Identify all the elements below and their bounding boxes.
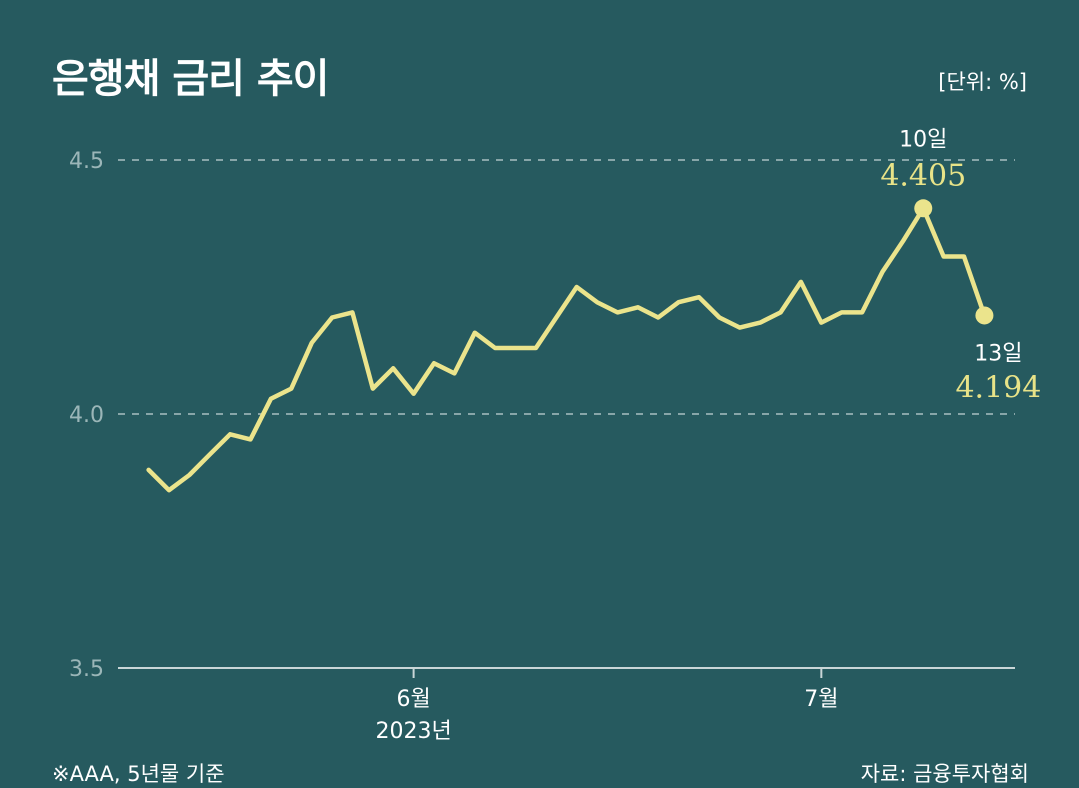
- series-line: [149, 208, 985, 490]
- x-tick-sublabel: 2023년: [375, 719, 451, 744]
- series-line-path: [149, 208, 985, 490]
- x-axis: 6월 2023년 7월: [118, 668, 1015, 744]
- annotation-value: 4.405: [880, 158, 966, 193]
- y-tick-label: 4.5: [69, 149, 104, 174]
- footnote: ※AAA, 5년물 기준: [52, 758, 225, 788]
- annotations: 10일 4.405 13일 4.194: [880, 127, 1041, 405]
- annotation-value: 4.194: [955, 370, 1041, 405]
- y-tick-label: 4.0: [69, 403, 104, 428]
- annotation-date: 10일: [899, 127, 947, 152]
- grid-lines: 4.5 4.0 3.5: [69, 149, 1015, 682]
- highlight-marker: [975, 306, 993, 324]
- x-tick-label: 7월: [804, 687, 838, 712]
- x-tick-label: 6월: [396, 687, 430, 712]
- annotation-date: 13일: [974, 341, 1022, 366]
- y-tick-label: 3.5: [69, 657, 104, 682]
- highlight-marker: [914, 199, 932, 217]
- source-credit: 자료: 금융투자협회: [861, 758, 1029, 788]
